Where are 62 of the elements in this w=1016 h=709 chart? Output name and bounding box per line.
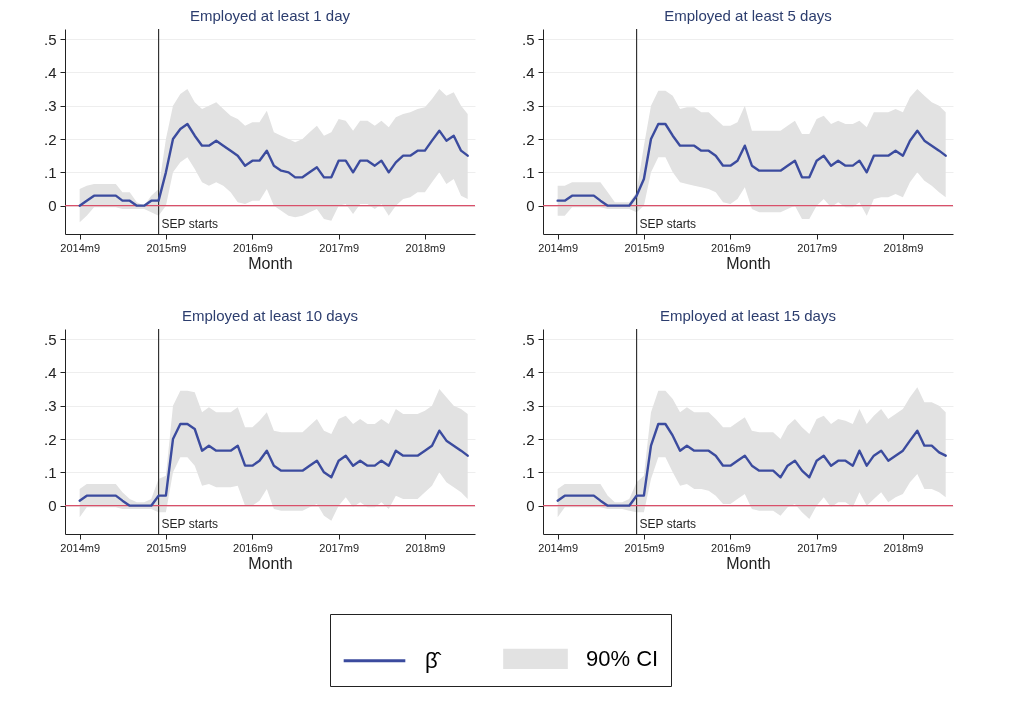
x-axis-title: Month: [248, 254, 293, 272]
chart-title: Employed at least 5 days: [664, 7, 832, 25]
x-tick-label: 2017m9: [797, 541, 838, 554]
y-tick-label: 0: [48, 497, 57, 515]
x-tick-label: 2016m9: [711, 241, 751, 254]
x-tick-label: 2014m9: [60, 541, 101, 554]
y-tick-label: .4: [43, 363, 57, 381]
chart-title: Employed at least 1 day: [189, 7, 351, 25]
x-tick-label: 2014m9: [60, 241, 101, 254]
y-tick-label: 0: [526, 197, 535, 215]
line-series: [556, 122, 947, 207]
x-tick-label: 2017m9: [319, 241, 360, 254]
x-tick-label: 2015m9: [146, 241, 187, 254]
x-tick-label: 2017m9: [797, 241, 838, 254]
y-tick-label: .5: [43, 330, 57, 348]
y-tick-label: .5: [43, 30, 57, 48]
ref-line-label: SEP starts: [639, 217, 697, 231]
y-tick-label: .3: [43, 97, 57, 115]
chart-title: Employed at least 10 days: [182, 307, 358, 325]
line-series: [556, 422, 947, 507]
y-tick-label: .4: [43, 63, 57, 81]
x-tick-label: 2015m9: [624, 541, 665, 554]
x-tick-label: 2016m9: [233, 541, 273, 554]
y-tick-label: .3: [43, 397, 57, 415]
line-series: [78, 122, 469, 207]
x-tick-label: 2015m9: [146, 541, 187, 554]
legend-label: β̂: [425, 647, 442, 673]
x-axis-title: Month: [248, 554, 293, 572]
ref-line-label: SEP starts: [639, 517, 697, 531]
x-tick-label: 2018m9: [405, 541, 446, 554]
x-tick-label: 2018m9: [883, 541, 924, 554]
x-axis-title: Month: [726, 254, 771, 272]
x-tick-label: 2016m9: [233, 241, 273, 254]
y-tick-label: .2: [43, 130, 57, 148]
y-tick-label: .1: [43, 163, 57, 181]
y-tick-label: .1: [521, 163, 535, 181]
chart-title: Employed at least 15 days: [660, 307, 836, 325]
y-tick-label: .3: [521, 97, 535, 115]
y-tick-label: .3: [521, 397, 535, 415]
y-tick-label: 0: [526, 497, 535, 515]
x-tick-label: 2018m9: [405, 241, 446, 254]
x-axis-title: Month: [726, 554, 771, 572]
x-tick-label: 2016m9: [711, 541, 751, 554]
x-tick-label: 2017m9: [319, 541, 360, 554]
y-tick-label: .5: [521, 330, 535, 348]
text: 90% CI: [586, 645, 659, 671]
x-tick-label: 2014m9: [538, 241, 579, 254]
y-tick-label: .1: [521, 463, 535, 481]
y-tick-label: .2: [521, 430, 535, 448]
y-tick-label: .1: [43, 463, 57, 481]
ref-line-label: SEP starts: [161, 217, 219, 231]
x-tick-label: 2018m9: [883, 241, 924, 254]
y-tick-label: .4: [521, 363, 535, 381]
y-tick-label: .4: [521, 63, 535, 81]
x-tick-label: 2015m9: [624, 241, 665, 254]
line-series: [78, 422, 469, 507]
x-tick-label: 2014m9: [538, 541, 579, 554]
y-tick-label: .2: [43, 430, 57, 448]
ref-line-label: SEP starts: [161, 517, 219, 531]
y-tick-label: 0: [48, 197, 57, 215]
y-tick-label: .5: [521, 30, 535, 48]
y-tick-label: .2: [521, 130, 535, 148]
